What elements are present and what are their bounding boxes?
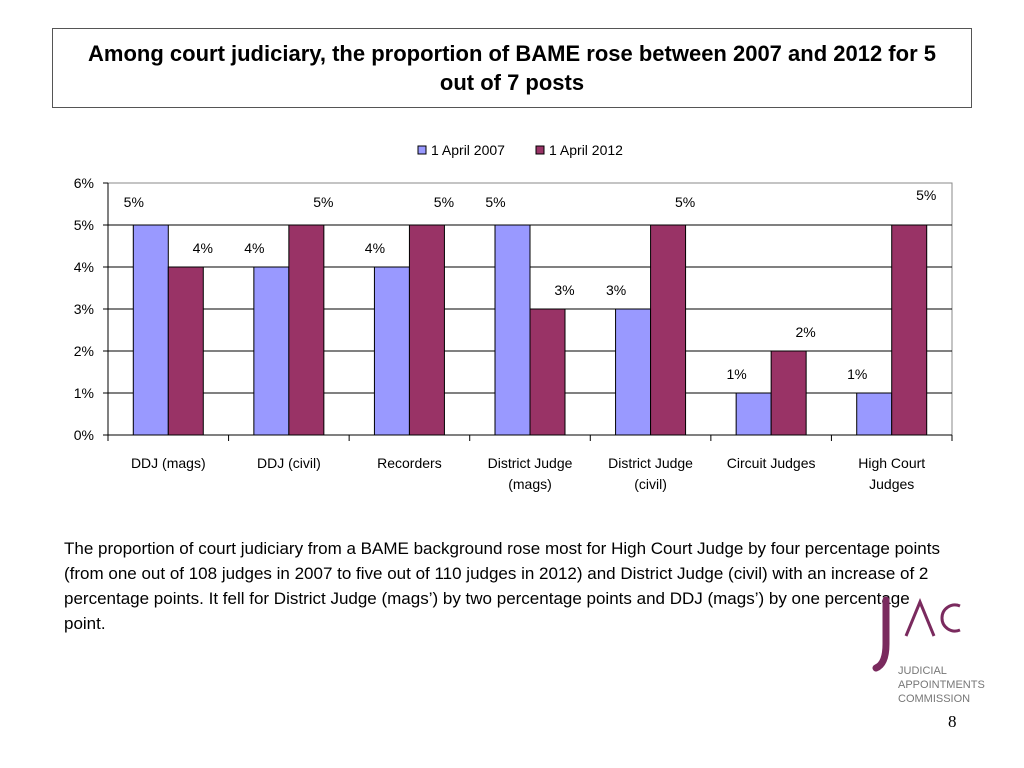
data-label: 4% <box>244 240 264 256</box>
data-label: 5% <box>485 194 505 210</box>
y-tick-label: 5% <box>74 217 94 233</box>
x-tick-label: (civil) <box>634 476 667 492</box>
data-label: 2% <box>796 324 816 340</box>
y-tick-label: 0% <box>74 427 94 443</box>
legend-label: 1 April 2012 <box>549 142 623 158</box>
y-tick-label: 1% <box>74 385 94 401</box>
legend-label: 1 April 2007 <box>431 142 505 158</box>
x-tick-label: DDJ (civil) <box>257 455 321 471</box>
legend-swatch <box>535 145 545 155</box>
data-label: 5% <box>916 187 936 203</box>
slide-title: Among court judiciary, the proportion of… <box>88 41 936 95</box>
data-label: 1% <box>847 366 867 382</box>
data-label: 3% <box>554 282 574 298</box>
bar <box>408 224 445 436</box>
logo-line-3: COMMISSION <box>898 693 970 705</box>
y-tick-label: 3% <box>74 301 94 317</box>
x-tick-label: Circuit Judges <box>727 455 816 471</box>
x-tick-label: High Court <box>858 455 925 471</box>
logo-line-2: APPOINTMENTS <box>898 679 985 691</box>
logo-line-1: JUDICIAL <box>898 665 947 677</box>
logo-c-stroke <box>940 603 961 633</box>
bar <box>167 266 204 436</box>
data-label: 3% <box>606 282 626 298</box>
bar <box>856 392 893 436</box>
x-tick-label: District Judge <box>608 455 693 471</box>
y-tick-label: 4% <box>74 259 94 275</box>
bar <box>770 350 807 436</box>
data-label: 4% <box>193 240 213 256</box>
jac-logo: JUDICIAL APPOINTMENTS COMMISSION <box>872 596 985 705</box>
bar <box>494 224 531 436</box>
bar <box>735 392 772 436</box>
logo-j-stroke <box>872 596 890 672</box>
data-label: 5% <box>313 194 333 210</box>
bar <box>891 224 928 436</box>
page-number: 8 <box>948 712 957 731</box>
y-tick-label: 2% <box>74 343 94 359</box>
x-tick-label: Judges <box>869 476 914 492</box>
body-text: The proportion of court judiciary from a… <box>64 539 940 633</box>
bar <box>253 266 290 436</box>
legend-swatch <box>417 145 427 155</box>
x-tick-label: District Judge <box>488 455 573 471</box>
title-box: Among court judiciary, the proportion of… <box>52 28 972 108</box>
x-tick-label: DDJ (mags) <box>131 455 206 471</box>
data-label: 5% <box>434 194 454 210</box>
bar <box>373 266 410 436</box>
bar <box>615 308 652 436</box>
bar <box>132 224 169 436</box>
x-tick-label: Recorders <box>377 455 442 471</box>
data-label: 5% <box>124 194 144 210</box>
data-label: 4% <box>365 240 385 256</box>
x-tick-label: (mags) <box>508 476 552 492</box>
bar <box>288 224 325 436</box>
y-tick-label: 6% <box>74 175 94 191</box>
bar <box>529 308 566 436</box>
data-label: 1% <box>727 366 747 382</box>
bar <box>650 224 687 436</box>
bar-chart: 0% 1% 2% 3% 4% 5% 6% 5% 4% DDJ (mags) 4% 5% DDJ (civ… <box>74 142 953 492</box>
logo-a-stroke <box>904 598 936 637</box>
data-label: 5% <box>675 194 695 210</box>
